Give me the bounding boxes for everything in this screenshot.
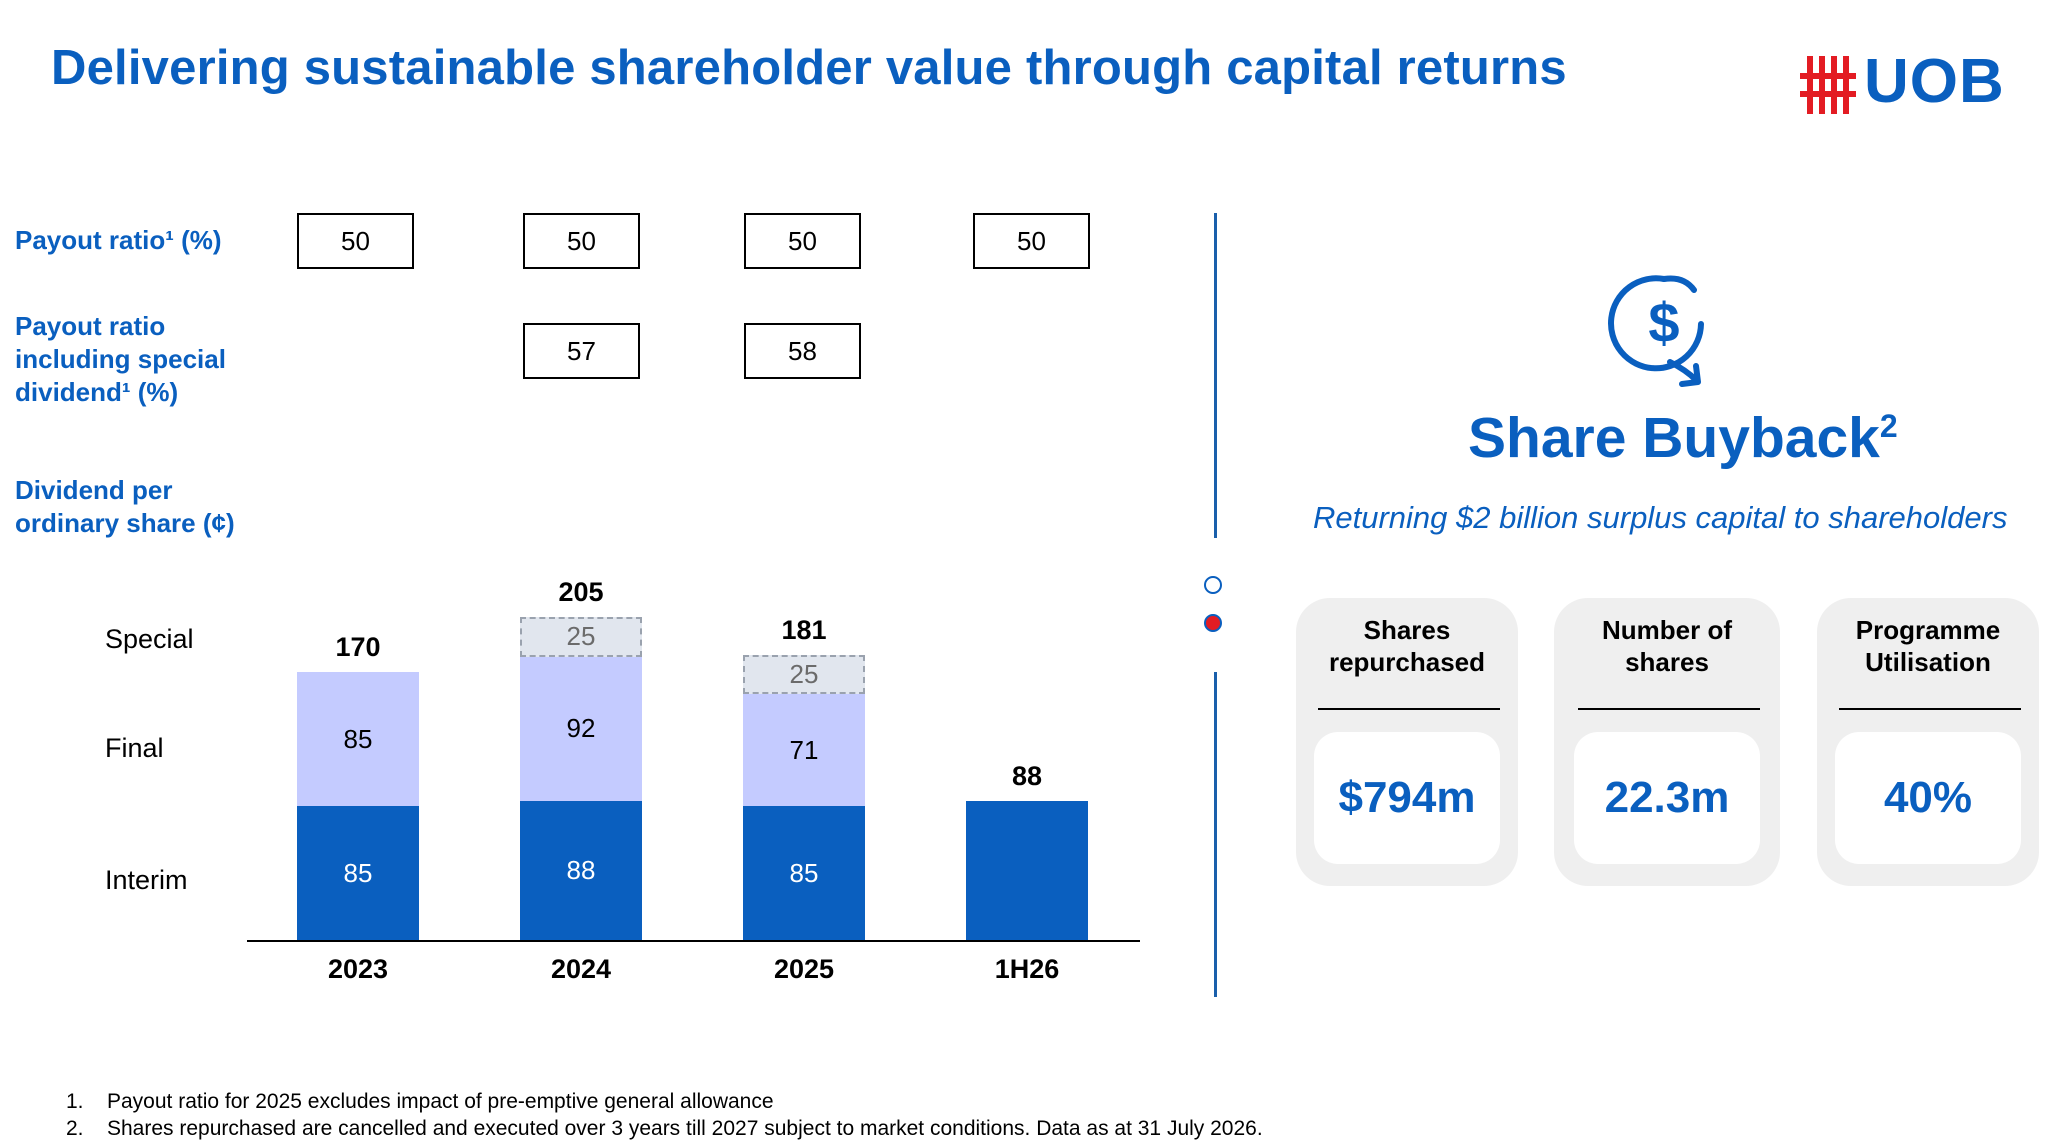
metric-card-rule: [1318, 708, 1500, 710]
payout-ratio-label: Payout ratio¹ (%): [15, 225, 222, 255]
metric-card-head-line1: Shares: [1363, 615, 1451, 645]
metric-card-programme-utilisation: Programme Utilisation 40%: [1817, 598, 2039, 886]
dps-label: Dividend per ordinary share (¢): [15, 474, 235, 540]
section-divider-bottom: [1214, 672, 1217, 997]
payout-ratio-special-box-2024: 57: [523, 323, 640, 379]
metric-card-shares-repurchased: Shares repurchased $794m: [1296, 598, 1518, 886]
bar-total-label-2025: 181: [781, 614, 827, 645]
metric-card-head: Programme Utilisation: [1817, 614, 2039, 678]
dps-label-line1: Dividend per: [15, 475, 173, 505]
payout-ratio-box-1h26: 50: [973, 213, 1090, 269]
dollar-cycle-icon: $: [1608, 275, 1704, 387]
metric-card-rule: [1839, 708, 2021, 710]
footnote-1: Payout ratio for 2025 excludes impact of…: [107, 1090, 774, 1113]
x-label-1h26: 1H26: [994, 954, 1060, 984]
bar-value-label: 71: [789, 734, 819, 765]
segment-label-special: Special: [105, 624, 194, 654]
share-buyback-subtitle: Returning $2 billion surplus capital to …: [1313, 500, 2008, 535]
uob-logo-mark-icon: [1800, 56, 1856, 114]
bar-value-label: 88: [566, 855, 596, 886]
bar-value-label: 25: [566, 621, 596, 652]
x-label-2023: 2023: [327, 954, 389, 984]
segment-label-interim: Interim: [105, 865, 188, 895]
bar-interim-2025: 85: [743, 806, 865, 940]
metric-card-head-line2: Utilisation: [1865, 647, 1991, 677]
dividend-stacked-bar-chart: 85 85 170 88 92 25 205 85 71 25 181 88: [297, 577, 1088, 940]
footnote-2: Shares repurchased are cancelled and exe…: [107, 1117, 1263, 1140]
share-buyback-title: Share Buyback2: [1468, 405, 1898, 471]
metric-card-value: $794m: [1314, 732, 1500, 864]
bar-special-2025: 25: [743, 654, 865, 695]
dps-label-line2: ordinary share (¢): [15, 508, 235, 538]
bar-interim-2023: 85: [297, 806, 419, 940]
bar-value-label: 92: [566, 713, 596, 744]
bar-total-label-2024: 205: [558, 577, 604, 608]
bar-final-2024: 92: [520, 656, 642, 802]
chart-baseline: [247, 940, 1140, 942]
payout-ratio-special-label-line3: dividend¹ (%): [15, 377, 179, 407]
metric-card-head: Shares repurchased: [1296, 614, 1518, 678]
bar-value-label: 85: [343, 723, 373, 754]
bar-value-label: 85: [343, 857, 373, 888]
metric-card-head: Number of shares: [1554, 614, 1780, 678]
section-divider-top: [1214, 213, 1217, 538]
footnote-1-number: 1.: [66, 1090, 84, 1113]
uob-logo-text: UOB: [1864, 47, 2005, 116]
x-label-2024: 2024: [550, 954, 612, 984]
bar-interim-1h26: [966, 801, 1088, 940]
metric-card-head-line1: Number of: [1602, 615, 1732, 645]
slide-nav-dot-1[interactable]: [1204, 576, 1222, 594]
svg-text:$: $: [1648, 291, 1679, 354]
metric-card-head-line2: repurchased: [1328, 647, 1486, 677]
payout-ratio-box-2025: 50: [744, 213, 861, 269]
payout-ratio-special-label-line2: including special: [15, 344, 226, 374]
metric-card-value: 40%: [1835, 732, 2021, 864]
share-buyback-title-sup: 2: [1879, 408, 1898, 444]
bar-value-label: 25: [789, 659, 819, 690]
share-buyback-title-text: Share Buyback: [1468, 406, 1880, 470]
metric-card-value: 22.3m: [1574, 732, 1760, 864]
bar-total-label-1h26: 88: [1011, 761, 1043, 792]
bar-final-2025: 71: [743, 694, 865, 807]
bar-final-2023: 85: [297, 672, 419, 807]
bar-interim-2024: 88: [520, 801, 642, 940]
metric-card-rule: [1578, 708, 1760, 710]
page-title: Delivering sustainable shareholder value…: [51, 41, 1567, 95]
bar-value-label: 85: [789, 857, 819, 888]
bar-special-2024: 25: [520, 617, 642, 657]
slide-nav-dot-2-active[interactable]: [1204, 614, 1222, 632]
payout-ratio-special-box-2025: 58: [744, 323, 861, 379]
segment-label-final: Final: [105, 733, 164, 763]
bar-total-label-2023: 170: [335, 632, 381, 663]
payout-ratio-box-2024: 50: [523, 213, 640, 269]
payout-ratio-special-label: Payout ratio including special dividend¹…: [15, 310, 226, 409]
payout-ratio-box-2023: 50: [297, 213, 414, 269]
footnote-2-number: 2.: [66, 1117, 84, 1140]
metric-card-number-of-shares: Number of shares 22.3m: [1554, 598, 1780, 886]
metric-card-head-line2: shares: [1625, 647, 1709, 677]
x-label-2025: 2025: [773, 954, 835, 984]
metric-card-head-line1: Programme: [1855, 615, 2001, 645]
payout-ratio-special-label-line1: Payout ratio: [15, 311, 166, 341]
